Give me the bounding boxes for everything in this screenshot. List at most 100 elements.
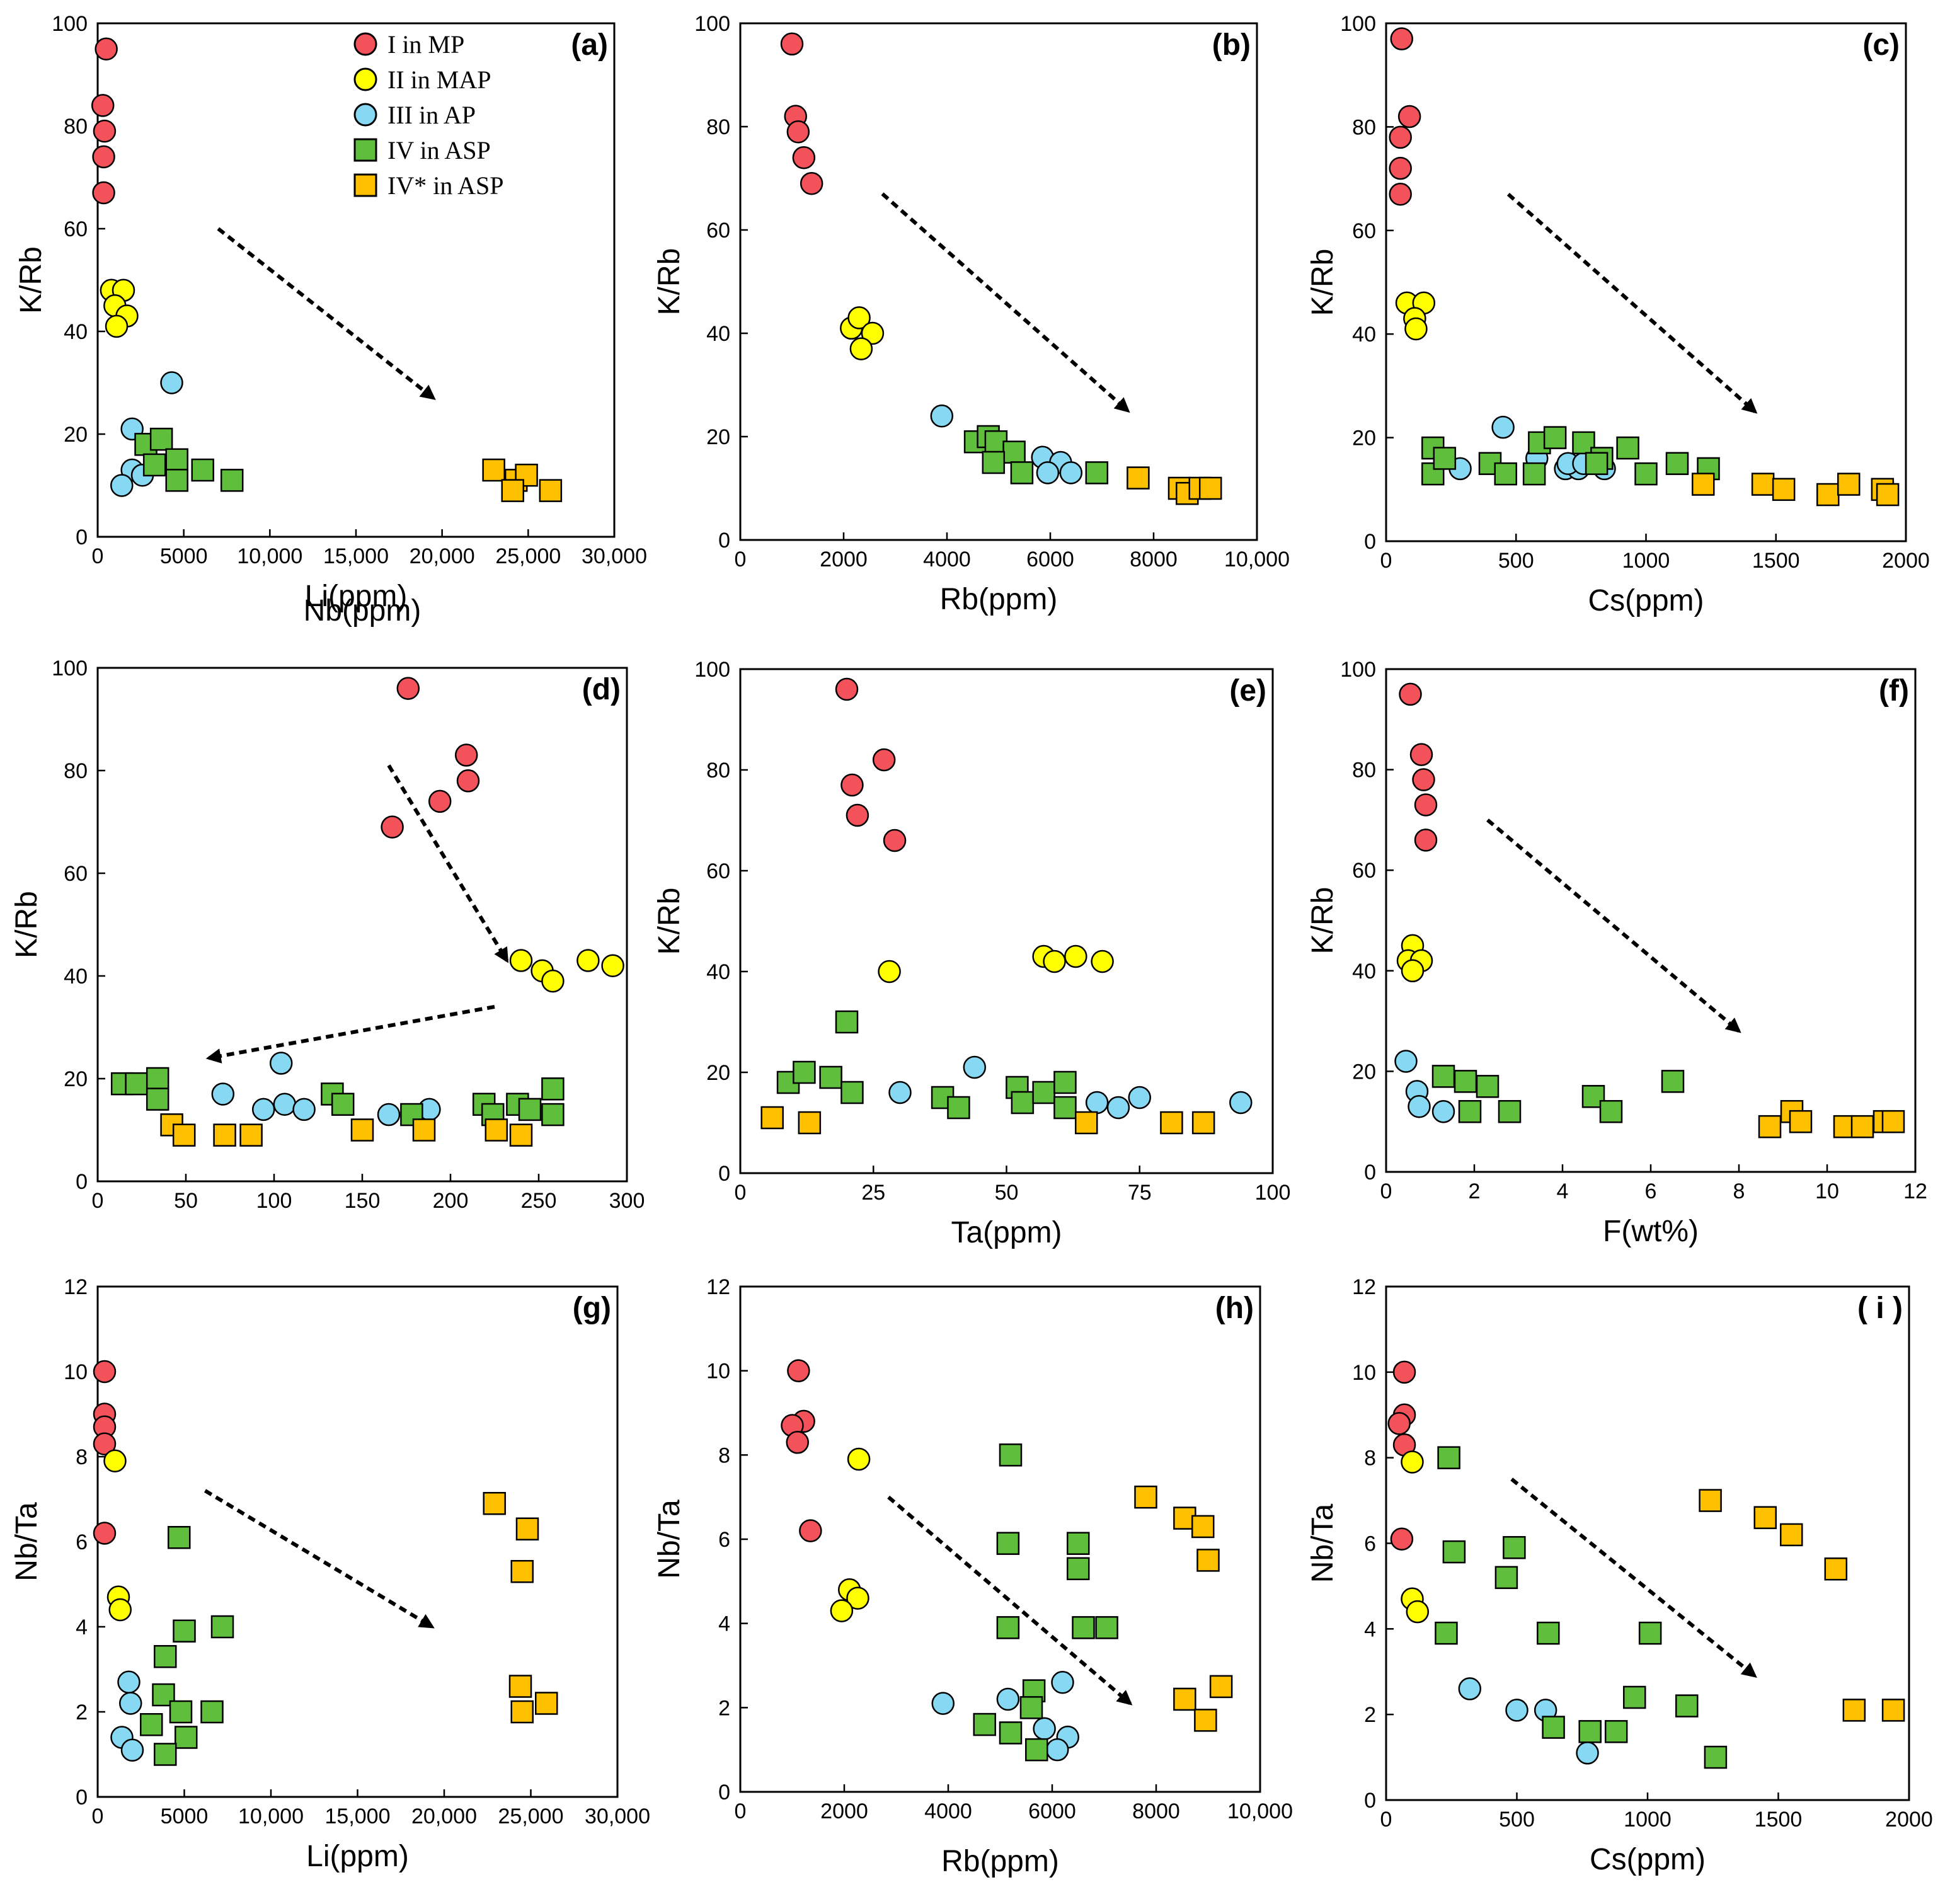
x-axis-label: Li(ppm) [306, 1840, 409, 1873]
data-point-III [1046, 1738, 1069, 1762]
x-tick-label: 0 [1380, 1808, 1392, 1832]
x-tick-label: 0 [92, 1189, 104, 1213]
y-tick-label: 60 [706, 859, 730, 883]
legend: I in MP II in MAP III in AP IV in ASP IV… [353, 30, 504, 200]
x-tick-label: 10,000 [1227, 1799, 1293, 1823]
data-point-IVs [1876, 483, 1900, 507]
y-tick-label: 6 [718, 1528, 730, 1552]
legend-marker-IV [353, 138, 377, 162]
x-tick-label: 2000 [820, 548, 868, 571]
panel-f: (f) F(wt%) K/Rb 0 2 4 6 8 10 12 0 20 40 60 80 100 [1306, 658, 1927, 1248]
data-point-IVs [510, 1560, 534, 1583]
x-tick-label: 150 [345, 1189, 381, 1213]
data-point-I [1412, 768, 1435, 791]
data-point-IVs [1842, 1699, 1866, 1722]
data-point-IV [1537, 1621, 1560, 1645]
y-tick-label: 2 [718, 1696, 730, 1720]
data-point-IVs [1127, 466, 1150, 490]
data-point-I [1397, 105, 1421, 129]
data-point-I [1387, 1412, 1411, 1435]
trend-arrow [1506, 193, 1758, 414]
y-tick-label: 60 [64, 862, 88, 886]
y-tick-label: 100 [1340, 12, 1376, 36]
data-point-III [160, 371, 183, 394]
data-point-IV [1599, 1099, 1623, 1123]
data-point-III [269, 1052, 293, 1075]
data-point-IV [210, 1615, 234, 1639]
data-point-I [428, 789, 452, 813]
y-tick-label: 80 [1352, 115, 1376, 139]
data-point-IV [1494, 1566, 1518, 1590]
y-tick-label: 10 [64, 1360, 88, 1384]
x-tick-label: 4000 [923, 548, 971, 571]
data-point-IV [1053, 1070, 1077, 1094]
y-tick-label: 80 [64, 759, 88, 783]
data-point-I [1414, 793, 1438, 817]
y-tick-label: 12 [706, 1275, 730, 1299]
data-point-IVs [350, 1118, 374, 1142]
data-point-III [120, 1738, 144, 1762]
y-tick-label: 0 [76, 525, 88, 549]
y-tick-label: 0 [1364, 1789, 1376, 1813]
data-point-IV [142, 453, 166, 477]
data-point-IV [1072, 1616, 1095, 1639]
data-point-IV [168, 1526, 191, 1549]
x-axis-label: Nb(ppm) [304, 594, 422, 628]
data-point-I [883, 829, 907, 852]
panel-b: (b) Rb(ppm) K/Rb 0 2000 4000 6000 8000 10,000 0 20… [653, 12, 1290, 616]
x-tick-label: 12 [1903, 1179, 1927, 1203]
data-point-IVs [1075, 1111, 1098, 1135]
data-point-IVs [1780, 1523, 1803, 1547]
data-point-III [930, 404, 954, 428]
y-axis-label: K/Rb [10, 891, 43, 958]
data-point-I [846, 803, 869, 827]
y-axis-label: K/Rb [1306, 249, 1339, 316]
x-axis-label: Rb(ppm) [940, 583, 1058, 616]
data-point-I [787, 1359, 810, 1382]
data-point-II [541, 969, 565, 993]
x-tick-label: 100 [256, 1189, 292, 1213]
data-point-IV [1435, 1621, 1458, 1645]
data-point-IVs [1789, 1110, 1813, 1133]
legend-label-I: I in MP [387, 30, 464, 59]
data-point-IV [165, 469, 188, 492]
data-point-IV [165, 448, 188, 471]
data-point-I [1414, 829, 1438, 852]
data-point-IVs [239, 1123, 263, 1147]
y-tick-label: 60 [706, 219, 730, 243]
x-axis-label: Rb(ppm) [941, 1845, 1059, 1878]
data-point-III [1394, 1050, 1418, 1073]
data-point-II [1401, 959, 1425, 983]
data-point-IV [1623, 1685, 1646, 1709]
data-point-IV [1661, 1070, 1685, 1093]
x-tick-label: 15,000 [325, 1804, 391, 1828]
x-tick-label: 0 [1380, 549, 1392, 573]
data-point-I [800, 171, 823, 195]
x-tick-label: 30,000 [585, 1804, 650, 1828]
data-point-IV [541, 1077, 565, 1101]
data-point-II [105, 314, 129, 338]
data-point-IV [1025, 1738, 1048, 1762]
x-axis-label: Cs(ppm) [1588, 584, 1704, 617]
data-point-IV [200, 1700, 224, 1724]
data-point-III [1059, 461, 1083, 485]
x-axis-label: Cs(ppm) [1590, 1843, 1706, 1876]
data-point-III [211, 1082, 235, 1106]
data-point-II [108, 1598, 132, 1622]
data-point-II [861, 321, 885, 345]
legend-label-IV: IV in ASP [387, 136, 491, 164]
panel-label: (a) [571, 28, 608, 62]
y-tick-label: 0 [1364, 1161, 1376, 1184]
x-tick-label: 0 [92, 1804, 104, 1828]
y-tick-label: 60 [1352, 219, 1376, 243]
x-tick-label: 10 [1815, 1179, 1839, 1203]
y-tick-label: 4 [76, 1615, 88, 1639]
x-tick-label: 0 [1380, 1179, 1392, 1203]
data-point-IVs [1751, 473, 1775, 496]
data-point-IV [175, 1726, 198, 1749]
y-tick-label: 100 [1340, 658, 1376, 682]
data-point-IVs [483, 1492, 506, 1515]
data-point-I [454, 743, 478, 767]
data-point-I [780, 32, 804, 56]
data-point-III [1408, 1095, 1431, 1118]
